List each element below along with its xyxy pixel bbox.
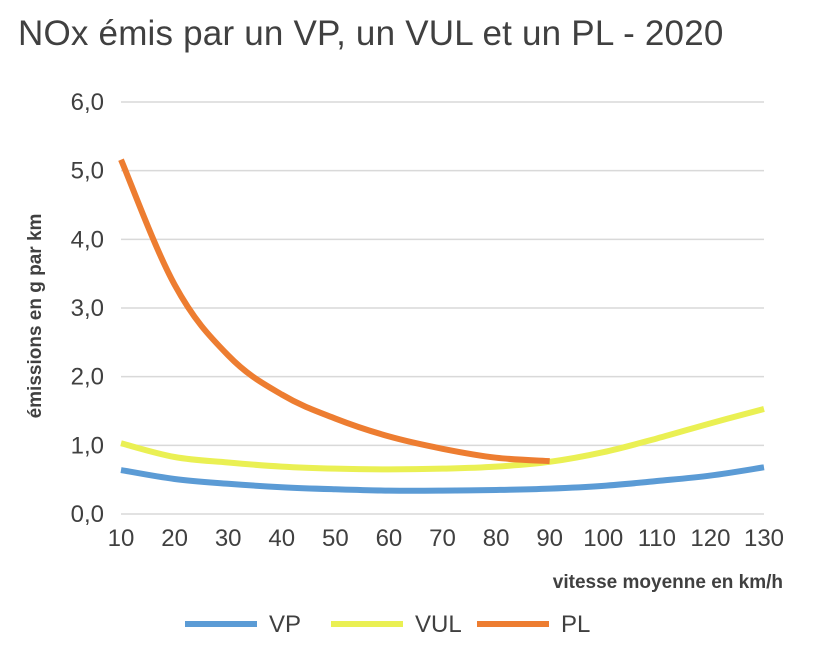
x-tick-label: 60	[376, 525, 403, 552]
x-tick-label: 120	[690, 525, 730, 552]
y-tick-label: 5,0	[71, 158, 104, 185]
x-tick-label: 40	[268, 525, 295, 552]
series-line-pl	[118, 158, 550, 465]
x-tick-label: 130	[744, 525, 784, 552]
x-tick-label: 20	[161, 525, 188, 552]
legend-item-pl: PL	[477, 611, 590, 638]
x-tick-label: 30	[215, 525, 242, 552]
chart-title: NOx émis par un VP, un VUL et un PL - 20…	[18, 14, 724, 53]
x-tick-label: 90	[536, 525, 563, 552]
series-line-vul	[120, 406, 765, 473]
gridlines	[121, 101, 764, 515]
y-axis-title: émissions en g par km	[25, 214, 46, 419]
x-tick-label: 100	[583, 525, 623, 552]
legend-label: VP	[269, 611, 301, 638]
legend-label: PL	[561, 611, 590, 638]
x-tick-label: 80	[483, 525, 510, 552]
x-axis-title: vitesse moyenne en km/h	[553, 572, 783, 593]
y-tick-label: 1,0	[71, 432, 104, 459]
y-tick-label: 3,0	[71, 295, 104, 322]
legend-item-vp: VP	[185, 611, 301, 638]
x-tick-label: 110	[638, 525, 676, 552]
legend-label: VUL	[415, 611, 462, 638]
x-axis-ticks: 10 20 30 40 50 60 70 80 90 100 110 120 130	[108, 525, 784, 552]
x-tick-label: 10	[108, 525, 135, 552]
y-tick-label: 6,0	[71, 89, 104, 116]
legend-item-vul: VUL	[331, 611, 462, 638]
y-axis-ticks: 0,0 1,0 2,0 3,0 4,0 5,0 6,0	[71, 89, 104, 528]
series-line-vp	[120, 464, 765, 494]
x-tick-label: 70	[429, 525, 456, 552]
legend: VP VUL PL	[185, 611, 590, 638]
series-lines	[118, 158, 765, 494]
y-tick-label: 4,0	[71, 226, 104, 253]
y-tick-label: 2,0	[71, 364, 104, 391]
x-tick-label: 50	[322, 525, 349, 552]
y-tick-label: 0,0	[71, 501, 104, 528]
